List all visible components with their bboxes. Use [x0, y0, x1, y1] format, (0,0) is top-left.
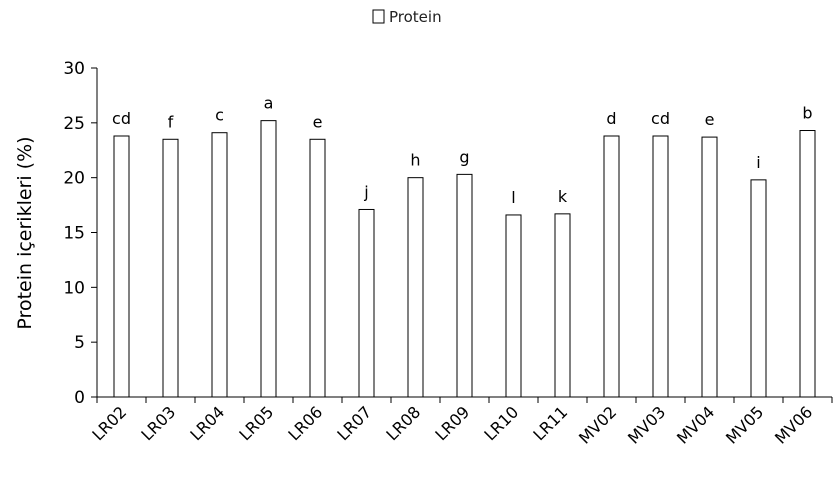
bar-lr03: [162, 138, 179, 398]
significance-label-mv06: b: [802, 104, 812, 123]
x-tick-label-lr03: LR03: [137, 402, 179, 444]
bar-mv02: [603, 135, 620, 398]
x-tick-label-mv06: MV06: [771, 402, 816, 447]
x-tick-label-lr06: LR06: [284, 402, 326, 444]
bar-lr04: [211, 132, 228, 398]
significance-label-mv03: cd: [651, 109, 670, 128]
x-axis: LR02 LR03 LR04 LR05 LR06 LR07 LR08 LR09 LR10 LR11…: [88, 396, 833, 448]
y-tick-label: 15: [63, 224, 85, 244]
bar-lr07: [358, 208, 375, 398]
x-tick-label-lr04: LR04: [186, 402, 228, 444]
bar-lr10: [505, 214, 522, 398]
x-tick-label-mv04: MV04: [673, 402, 718, 447]
bar-mv03: [652, 135, 669, 398]
legend: Protein: [372, 8, 442, 26]
x-tick-label-lr08: LR08: [382, 402, 424, 444]
legend-swatch: [372, 9, 385, 24]
significance-label-lr05: a: [264, 94, 274, 113]
bar-lr11: [554, 213, 571, 398]
significance-label-lr04: c: [215, 106, 224, 125]
x-tick-label-lr09: LR09: [431, 402, 473, 444]
significance-label-lr10: l: [511, 188, 515, 207]
y-tick-label: 30: [63, 59, 85, 79]
significance-label-lr03: f: [168, 112, 174, 131]
x-tick-label-lr10: LR10: [480, 402, 522, 444]
bar-mv04: [701, 136, 718, 398]
significance-label-lr02: cd: [112, 109, 131, 128]
significance-label-mv04: e: [705, 110, 715, 129]
x-tick-label-mv02: MV02: [575, 402, 620, 447]
x-tick-label-lr02: LR02: [88, 402, 130, 444]
significance-label-mv05: i: [756, 153, 760, 172]
bar-lr05: [260, 120, 277, 398]
x-tick-label-lr11: LR11: [529, 402, 571, 444]
x-tick-label-mv03: MV03: [624, 402, 669, 447]
bar-lr02: [113, 135, 130, 398]
bar-lr08: [407, 177, 424, 398]
x-tick-label-lr07: LR07: [333, 402, 375, 444]
significance-label-lr08: h: [410, 151, 420, 170]
y-tick-label: 25: [63, 114, 85, 134]
y-tick-label: 5: [74, 333, 85, 353]
y-tick-label: 20: [63, 169, 85, 189]
y-tick-label: 0: [74, 388, 85, 408]
legend-label: Protein: [389, 8, 442, 26]
y-tick-label: 10: [63, 278, 85, 298]
significance-labels: cd f c a e j h g l k d cd e i b: [112, 94, 813, 207]
x-tick-label-lr05: LR05: [235, 402, 277, 444]
bar-mv05: [750, 179, 767, 398]
bar-lr09: [456, 173, 473, 398]
significance-label-lr11: k: [558, 187, 568, 206]
significance-label-mv02: d: [606, 109, 616, 128]
y-axis: 0 5 10 15 20 25 30: [63, 59, 98, 408]
significance-label-lr09: g: [459, 147, 469, 166]
significance-label-lr06: e: [313, 112, 323, 131]
x-tick-label-mv05: MV05: [722, 402, 767, 447]
bar-lr06: [309, 138, 326, 398]
significance-label-lr07: j: [363, 182, 368, 201]
y-axis-title: Protein içerikleri (%): [14, 136, 36, 329]
bar-mv06: [799, 130, 816, 398]
